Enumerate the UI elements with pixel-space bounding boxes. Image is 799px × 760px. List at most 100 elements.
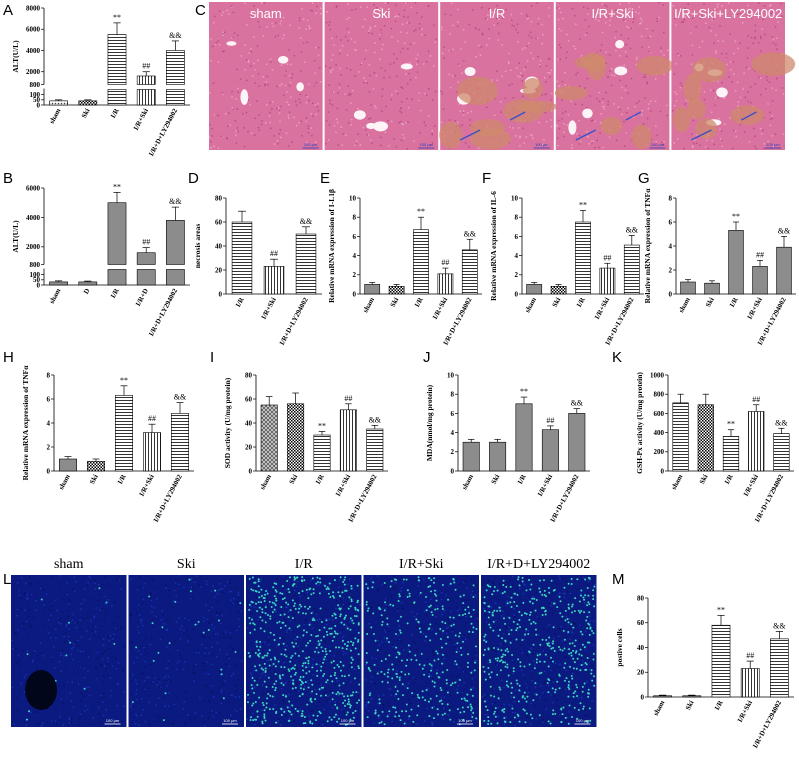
bar	[107, 89, 127, 106]
y-tick-label: 40	[637, 644, 645, 652]
x-tick-label: I/R	[116, 472, 128, 485]
panel-letter-h: H	[3, 349, 14, 366]
y-tick-label: 2000	[26, 68, 41, 76]
y-axis-label: postive cells	[615, 628, 624, 666]
bar	[339, 409, 357, 472]
x-tick-label: I/R	[713, 698, 725, 711]
bar	[462, 441, 480, 472]
arrow-icon	[691, 129, 712, 141]
chart-g: 0 2 4 6 8 Relative mRNA expression of TNFα sha…	[643, 188, 796, 347]
x-tick-label: I/R+D+LY294002	[278, 296, 310, 347]
bar	[49, 281, 68, 286]
bar	[437, 273, 454, 295]
x-tick-label: I/R+D+LY294002	[549, 473, 581, 524]
histology-image-4: I/R+Ski+LY294002 100 μm	[671, 2, 796, 150]
bar	[136, 75, 156, 85]
y-tick-label: 40	[215, 242, 223, 250]
x-tick-label: I/R+Ski	[746, 296, 764, 321]
significance-label: &&	[300, 217, 313, 226]
y-tick-label: 6	[515, 233, 519, 241]
y-tick-label: 2	[353, 271, 357, 279]
bar	[166, 50, 185, 85]
x-tick-label: Ski	[551, 296, 563, 308]
fluorescence-title: Ski	[177, 557, 196, 572]
y-tick-label: 10	[447, 371, 455, 379]
bar	[461, 249, 478, 295]
bar	[136, 252, 156, 265]
bar	[87, 461, 105, 472]
significance-label: &&	[778, 226, 791, 235]
x-tick-label: I/R+Ski	[536, 473, 554, 498]
x-tick-label: I/R	[234, 295, 246, 308]
y-tick-label: 6	[451, 410, 455, 418]
chart-h: 0 2 4 6 8 Relative mRNA expression of TNFα sha…	[21, 365, 194, 524]
significance-label: **	[732, 212, 740, 221]
significance-label: **	[318, 421, 326, 430]
y-tick-label: 60	[215, 218, 223, 226]
y-tick-label: 0	[515, 290, 519, 298]
bar	[515, 403, 533, 472]
x-tick-label: Ski	[389, 296, 401, 308]
bar	[722, 436, 740, 472]
histology-image-0: sham 100 μm	[209, 2, 323, 150]
y-tick-label: 4000	[26, 214, 41, 222]
arrow-icon	[625, 111, 642, 121]
panel-letter-e: E	[320, 170, 330, 187]
x-tick-label: I/R+Ski	[138, 473, 156, 498]
fluorescence-image-4: 100 μm	[481, 575, 597, 727]
bar	[682, 695, 702, 698]
significance-label: ##	[752, 395, 760, 404]
bar	[231, 221, 253, 295]
x-tick-label: I/R	[314, 472, 326, 485]
bar	[568, 413, 586, 472]
x-tick-label: I/R	[109, 106, 121, 119]
bar	[740, 668, 760, 698]
histology-title: I/R	[489, 6, 506, 21]
significance-label: &&	[369, 415, 382, 424]
bar	[728, 230, 744, 295]
y-tick-label: 6	[669, 218, 673, 226]
significance-label: ##	[148, 414, 156, 423]
x-tick-label: sham	[48, 107, 63, 125]
y-tick-label: 800	[30, 261, 41, 269]
y-tick-label: 0	[353, 290, 357, 298]
y-tick-label: 6000	[26, 26, 41, 34]
y-axis-label: Relative mRNA expression of TNFα	[643, 188, 652, 304]
significance-label: ##	[756, 250, 764, 259]
panel-letter-c: C	[195, 2, 206, 19]
y-tick-label: 4	[515, 252, 519, 260]
scale-bar-label: 100 μm	[106, 718, 120, 723]
x-tick-label: sham	[652, 699, 667, 717]
significance-label: ##	[142, 62, 150, 71]
panel-letter-j: J	[423, 349, 431, 366]
significance-label: **	[579, 200, 587, 209]
significance-label: &&	[169, 31, 182, 40]
bar	[773, 433, 790, 472]
chart-j: 0 2 4 6 8 10 MDA(nmol/mg protein) sham Ski ** I/R #…	[425, 371, 590, 524]
significance-label: ##	[746, 651, 754, 660]
y-tick-label: 400	[654, 429, 665, 437]
bar	[653, 695, 672, 698]
y-axis-label: GSH-Px activity (U/mg protein)	[635, 372, 644, 474]
bar	[776, 246, 792, 295]
y-tick-label: 2	[47, 443, 51, 451]
x-tick-label: Ski	[80, 107, 92, 119]
x-tick-label: I/R+Ski	[431, 296, 449, 321]
fluorescence-title: I/R	[295, 557, 314, 572]
y-tick-label: 80	[637, 594, 645, 602]
scale-bar-label: 100 μm	[651, 142, 665, 147]
x-tick-label: I/R+Ski	[334, 473, 352, 498]
significance-label: &&	[464, 229, 477, 238]
bar	[59, 458, 77, 472]
y-tick-label: 40	[245, 419, 253, 427]
y-tick-label: 8	[47, 371, 51, 379]
significance-label: &&	[571, 399, 584, 408]
y-tick-label: 0	[37, 101, 41, 109]
significance-label: &&	[169, 197, 182, 206]
histology-title: I/R+Ski+LY294002	[674, 6, 782, 21]
y-axis-label: SOD activity (U/mg protein)	[223, 377, 232, 468]
y-tick-label: 8	[353, 214, 357, 222]
y-tick-label: 4	[47, 419, 51, 427]
x-tick-label: sham	[523, 296, 538, 314]
